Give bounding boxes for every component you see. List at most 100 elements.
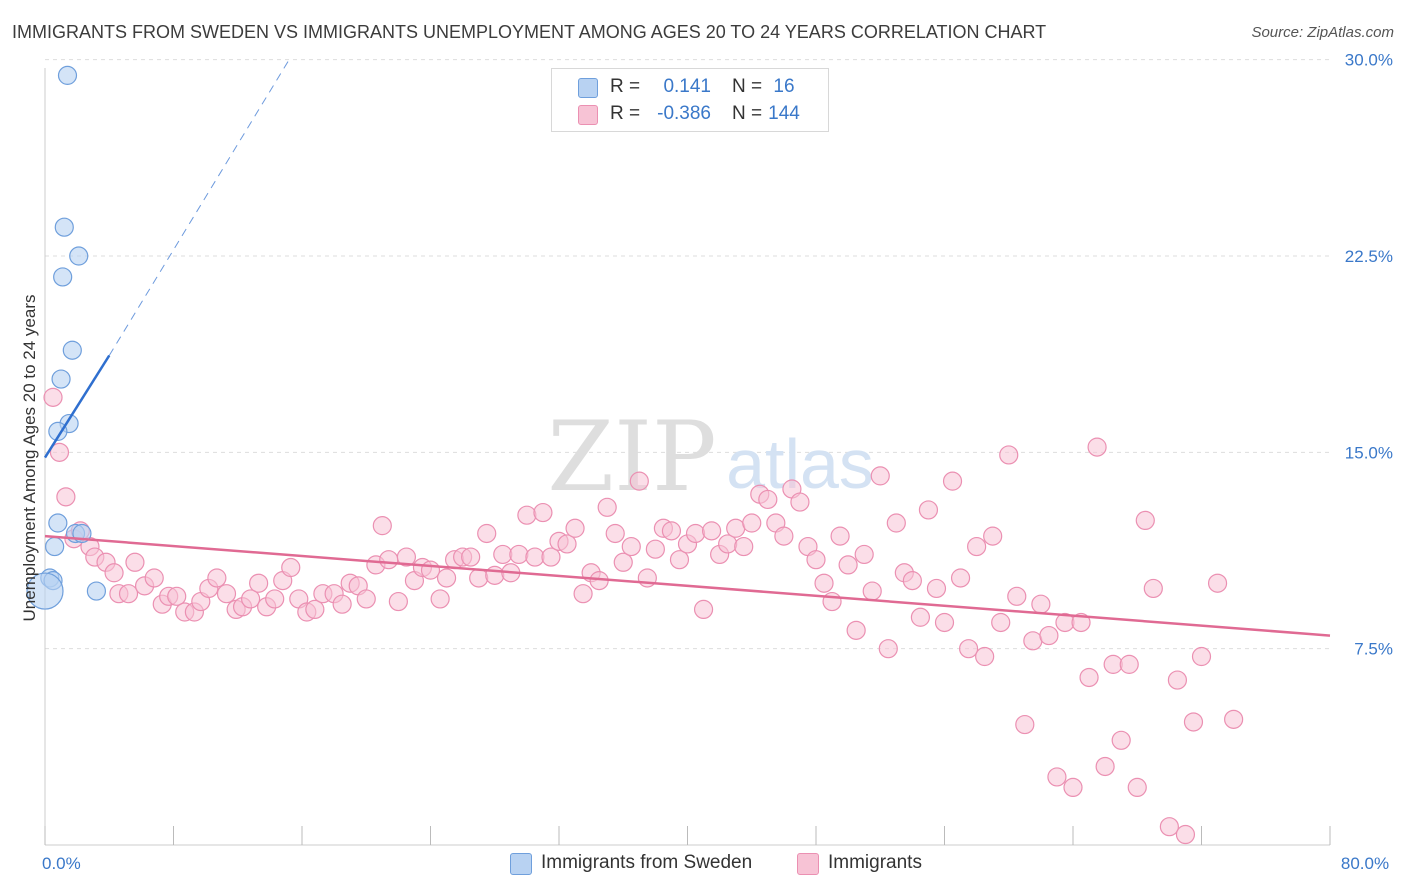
immigrants-point [525,547,545,567]
immigrants-point [372,516,392,536]
correlation-legend: R = 0.141 N = 16 R = -0.386 N = 144 [551,68,829,132]
immigrants-point [605,523,625,544]
immigrants-point [1015,714,1035,735]
immigrants-point [999,445,1019,465]
immigrants-trend-line [44,534,1331,637]
immigrants-point [485,565,505,585]
immigrants-point [430,589,450,609]
immigrants-point [846,620,866,640]
legend-n-value: 144 [768,103,800,124]
immigrants-point [241,589,261,609]
legend-n-value: 16 [773,76,795,97]
immigrants-point [356,589,376,609]
immigrants-point [1071,612,1091,633]
immigrants-point [1007,586,1027,606]
sweden-point [62,340,82,360]
bottom-legend-label-immigrants: Immigrants [828,852,922,873]
immigrants-point [1079,667,1099,688]
trend-lines [43,59,1331,637]
y-tick-label: 30.0% [1345,51,1393,70]
immigrants-point [597,497,617,517]
chart-title: IMMIGRANTS FROM SWEDEN VS IMMIGRANTS UNE… [12,22,1047,42]
immigrants-point [991,612,1011,633]
immigrants-point [1039,625,1059,646]
immigrants-point [1127,777,1147,798]
immigrants-point [469,568,489,588]
immigrants-point [379,550,399,570]
immigrants-point [774,526,794,546]
tick-labels: 7.5% 15.0% 22.5% 30.0% 0.0% 80.0% [42,51,1393,873]
immigrants-point [1087,437,1107,457]
immigrants-point [281,557,301,578]
immigrants-point [661,521,682,541]
immigrants-point [167,586,187,606]
x-tick-label: 80.0% [1341,854,1389,873]
sweden-point [54,217,74,237]
immigrants-point [56,487,76,507]
sweden-point [57,65,78,85]
immigrants-point [436,568,457,588]
immigrants-point [1183,712,1204,732]
immigrants-point [942,471,963,491]
immigrants-point [862,581,882,601]
immigrants-point [758,489,778,510]
immigrants-point [207,568,227,588]
immigrants-point [878,639,898,659]
immigrants-point [790,492,810,512]
immigrants-point [477,523,497,544]
immigrants-point [669,550,690,570]
immigrants-point [886,513,906,533]
bottom-legend-swatch-sweden [510,853,532,875]
immigrants-point [1135,510,1155,530]
immigrants-point [420,560,441,580]
immigrants-point [910,607,931,627]
immigrants-point [950,568,971,588]
immigrants-point [1175,824,1196,845]
immigrants-point [1103,654,1123,674]
immigrants-points [43,387,1244,845]
immigrants-point [975,646,995,667]
immigrants-point [806,550,826,570]
immigrants-point [967,536,987,557]
legend-n-label: N = [732,76,763,97]
immigrants-point [1031,594,1051,614]
immigrants-point [517,505,537,525]
source-label: Source: ZipAtlas.com [1251,24,1394,41]
sweden-point [45,536,65,557]
immigrants-point [918,500,939,520]
x-tick-label: 0.0% [42,854,81,873]
immigrants-point [125,552,145,572]
immigrants-point [1191,646,1212,667]
immigrants-point [493,544,513,565]
immigrants-point [305,599,325,620]
immigrants-point [1111,730,1131,750]
immigrants-point [118,584,139,604]
immigrants-point [629,471,649,491]
immigrants-point [565,518,585,538]
immigrants-point [613,552,633,572]
sweden-point [86,581,107,601]
immigrants-point [822,591,842,612]
immigrants-point [693,599,714,620]
watermark-zip: ZIP [547,401,716,513]
sweden-point [48,513,68,533]
y-tick-label: 15.0% [1345,443,1393,462]
immigrants-point [509,544,529,565]
immigrants-point [388,591,408,612]
legend-swatch-immigrants [578,105,598,125]
immigrants-point [1159,817,1179,837]
immigrants-point [533,502,553,523]
grid-lines [45,59,1330,650]
immigrants-point [685,523,706,544]
legend-n-label: N = [732,103,763,124]
immigrants-point [838,555,858,575]
watermark: ZIP atlas [547,401,874,513]
immigrants-point [1224,709,1244,729]
bottom-legend-label-sweden: Immigrants from Sweden [541,852,753,873]
immigrants-point [726,518,746,538]
immigrants-point [1023,631,1043,651]
immigrants-point [983,526,1003,546]
immigrants-point [814,573,834,593]
sweden-trend-line [43,354,111,459]
legend-r-value: 0.141 [663,76,711,97]
